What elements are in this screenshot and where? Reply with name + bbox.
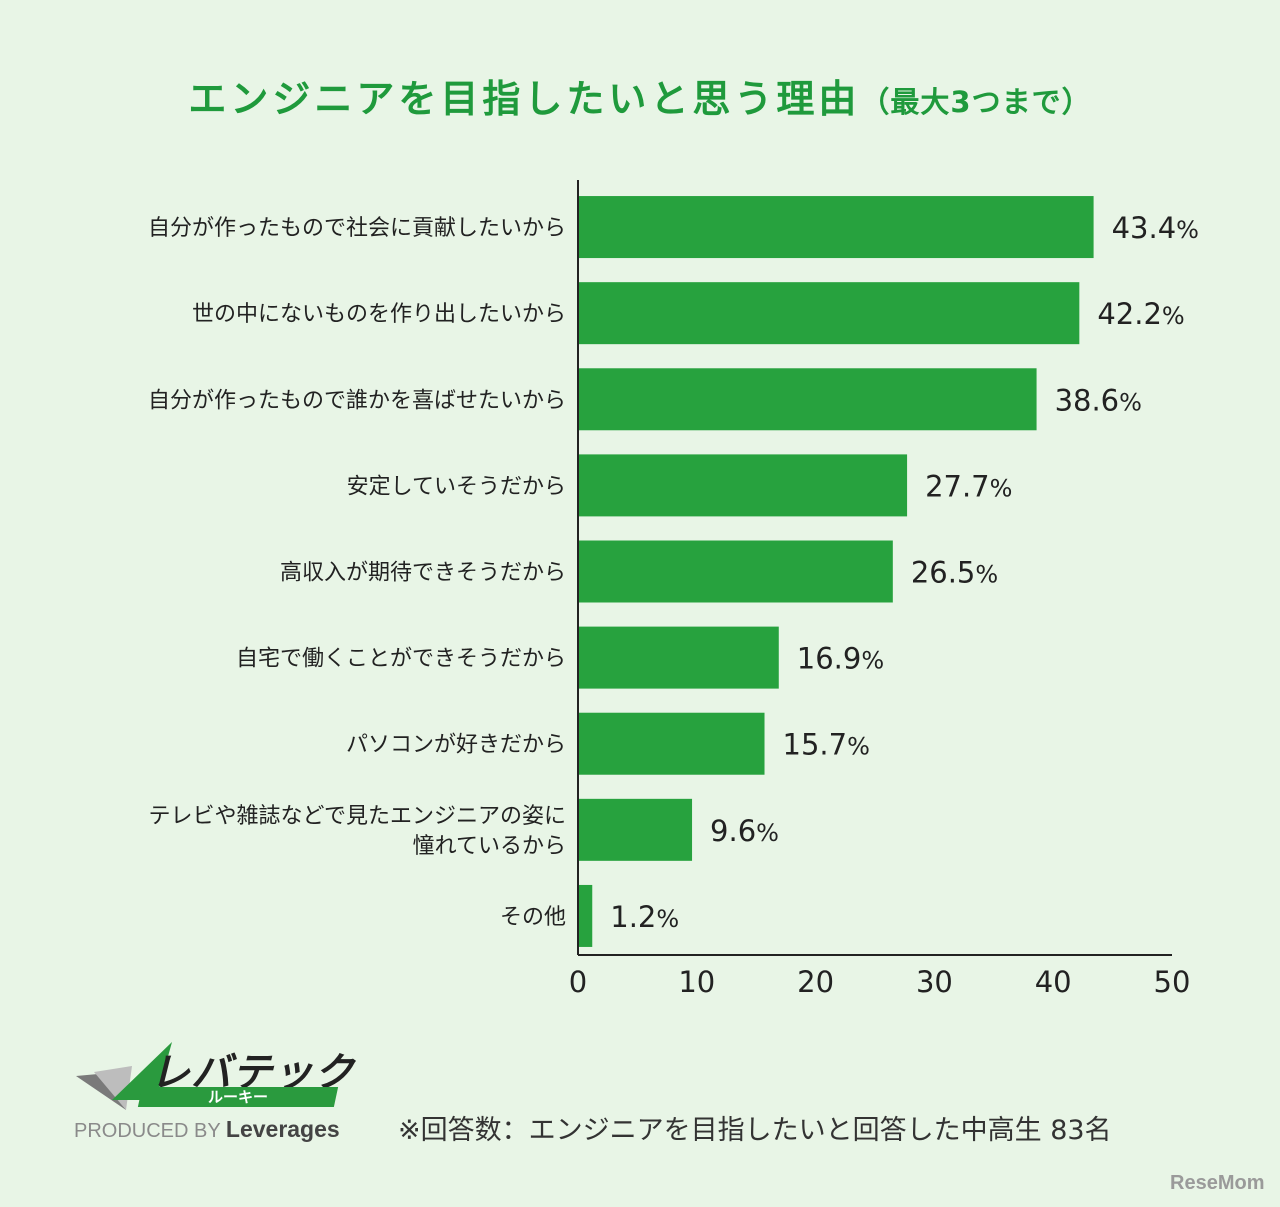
category-label-1: 自分が作ったもので社会に貢献したいから — [148, 216, 566, 241]
value-label-1: 43.4% — [1112, 211, 1199, 245]
value-label-3: 38.6% — [1055, 383, 1142, 417]
value-label-2: 42.2% — [1097, 297, 1184, 331]
bar-7 — [578, 712, 765, 775]
company-name: Leverages — [225, 1116, 340, 1142]
x-tick-label-30: 30 — [916, 965, 953, 999]
category-label-8: テレビや雑誌などで見たエンジニアの姿に憧れているから — [148, 804, 566, 859]
bar-4 — [578, 454, 908, 517]
x-tick-label-10: 10 — [678, 965, 715, 999]
produced-by: PRODUCED BY Leverages — [74, 1116, 340, 1143]
bar-2 — [578, 282, 1080, 345]
brand-sub-text: ルーキー — [207, 1088, 268, 1106]
category-label-4: 安定していそうだから — [347, 474, 566, 499]
value-label-4: 27.7% — [925, 469, 1012, 503]
bar-3 — [578, 368, 1037, 431]
bar-1 — [578, 196, 1094, 259]
value-label-9: 1.2% — [610, 900, 679, 934]
footnote: ※回答数：エンジニアを目指したいと回答した中高生 83名 — [398, 1115, 1112, 1146]
x-tick-label-0: 0 — [569, 965, 587, 999]
bar-9 — [578, 884, 593, 947]
produced-by-label: PRODUCED BY — [74, 1120, 221, 1142]
value-label-8: 9.6% — [710, 814, 779, 848]
category-label-9: その他 — [500, 905, 566, 930]
watermark: ReseMom — [1170, 1172, 1265, 1194]
value-label-5: 26.5% — [911, 556, 998, 590]
category-label-6: 自宅で働くことができそうだから — [236, 647, 566, 672]
x-tick-label-20: 20 — [797, 965, 834, 999]
value-label-7: 15.7% — [783, 728, 870, 762]
chart-title: エンジニアを目指したいと思う理由（最大3つまで） — [0, 68, 1280, 123]
levtech-logo-icon — [76, 1042, 172, 1110]
bar-6 — [578, 626, 779, 689]
category-label-2: 世の中にないものを作り出したいから — [192, 302, 566, 327]
category-label-3: 自分が作ったもので誰かを喜ばせたいから — [148, 388, 566, 413]
x-tick-label-40: 40 — [1035, 965, 1072, 999]
bar-5 — [578, 540, 893, 603]
bar-chart: 43.4% 自分が作ったもので社会に貢献したいから 42.2% 世の中にないものを作り… — [148, 180, 1199, 999]
bar-8 — [578, 798, 693, 861]
chart-title-sub: （最大3つまで） — [860, 85, 1092, 119]
value-label-6: 16.9% — [797, 642, 884, 676]
category-label-7: パソコンが好きだから — [346, 733, 566, 758]
category-label-5: 高収入が期待できそうだから — [280, 561, 566, 586]
chart-title-main: エンジニアを目指したいと思う理由 — [188, 77, 861, 121]
x-tick-label-50: 50 — [1154, 965, 1191, 999]
